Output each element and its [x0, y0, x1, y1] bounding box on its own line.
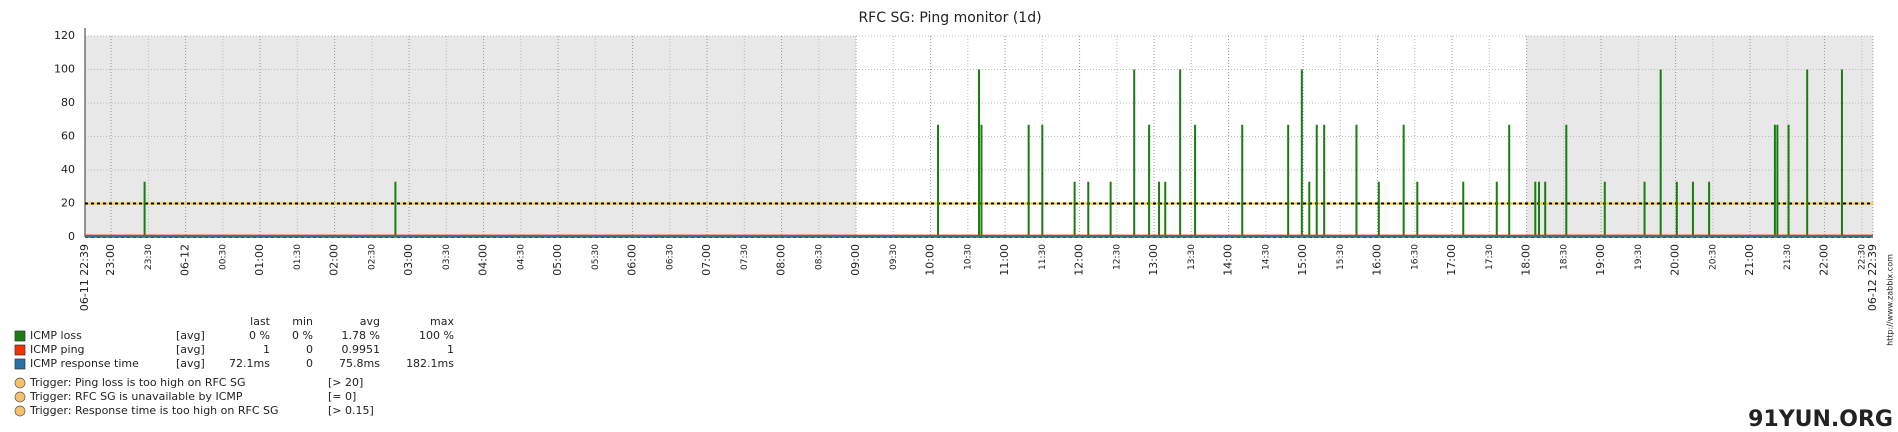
trigger-name: Trigger: RFC SG is unavailable by ICMP: [29, 390, 243, 403]
y-tick-label: 60: [61, 130, 75, 143]
legend-header: max: [430, 315, 454, 328]
x-tick-label: 06:00: [626, 244, 639, 276]
x-tick-label: 17:30: [1485, 244, 1495, 270]
legend-stat: 182.1ms: [406, 357, 454, 370]
x-tick-label: 09:00: [849, 244, 862, 276]
y-tick-label: 0: [68, 230, 75, 243]
x-tick-label: 04:00: [477, 244, 490, 276]
x-tick-label: 10:30: [963, 244, 973, 270]
x-tick-label: 13:30: [1187, 244, 1197, 270]
x-tick-label: 06-11 22:39: [78, 244, 91, 311]
x-tick-label: 02:00: [328, 244, 341, 276]
trigger-marker: [14, 377, 26, 389]
x-tick-label: 15:00: [1296, 244, 1309, 276]
legend-stat: 1: [263, 343, 270, 356]
x-tick-label: 03:30: [442, 244, 452, 270]
x-tick-label: 06:30: [665, 244, 675, 270]
y-tick-label: 20: [61, 197, 75, 210]
x-tick-label: 19:00: [1594, 244, 1607, 276]
legend-function: [avg]: [176, 343, 205, 356]
x-tick-label: 10:00: [924, 244, 937, 276]
y-tick-label: 40: [61, 163, 75, 176]
x-tick-label: 03:00: [402, 244, 415, 276]
x-tick-label: 11:30: [1038, 244, 1048, 270]
legend-header: min: [292, 315, 313, 328]
x-tick-label: 16:00: [1371, 244, 1384, 276]
legend-header: last: [250, 315, 271, 328]
trigger-condition: [= 0]: [328, 390, 356, 403]
x-tick-label: 07:30: [740, 244, 750, 270]
x-tick-label: 16:30: [1410, 244, 1420, 270]
legend-function: [avg]: [176, 329, 205, 342]
x-tick-label: 23:30: [144, 244, 154, 270]
trigger-marker: [14, 405, 26, 417]
x-tick-label: 20:30: [1708, 244, 1718, 270]
x-tick-label: 11:00: [998, 244, 1011, 276]
x-tick-label: 22:00: [1818, 244, 1831, 276]
y-tick-label: 120: [54, 29, 75, 42]
trigger-name: Trigger: Ping loss is too high on RFC SG: [29, 376, 245, 389]
watermark: 91YUN.ORG: [1748, 407, 1893, 432]
legend-header: avg: [360, 315, 380, 328]
x-tick-label: 01:00: [253, 244, 266, 276]
x-tick-label: 20:00: [1669, 244, 1682, 276]
trigger-name: Trigger: Response time is too high on RF…: [29, 404, 279, 417]
x-tick-label: 22:30: [1857, 244, 1867, 270]
x-tick-label: 08:00: [775, 244, 788, 276]
legend-stat: 0 %: [292, 329, 313, 342]
x-tick-label: 14:00: [1222, 244, 1235, 276]
x-tick-label: 05:30: [591, 244, 601, 270]
legend-stat: 0: [306, 343, 313, 356]
legend-stat: 1: [447, 343, 454, 356]
legend-swatch: [14, 358, 26, 370]
x-tick-label: 12:00: [1073, 244, 1086, 276]
legend-name: ICMP ping: [30, 343, 85, 356]
legend-stat: 1.78 %: [342, 329, 380, 342]
chart-title: RFC SG: Ping monitor (1d): [858, 10, 1041, 26]
trigger-condition: [> 20]: [328, 376, 363, 389]
x-tick-label: 23:00: [104, 244, 117, 276]
legend-name: ICMP response time: [30, 357, 139, 370]
legend-swatch: [14, 344, 26, 356]
legend-stat: 0 %: [249, 329, 270, 342]
trigger-condition: [> 0.15]: [328, 404, 374, 417]
x-tick-label: 21:30: [1783, 244, 1793, 270]
x-tick-label: 18:30: [1559, 244, 1569, 270]
y-tick-label: 100: [54, 63, 75, 76]
x-tick-label: 08:30: [814, 244, 824, 270]
x-tick-label: 07:00: [700, 244, 713, 276]
x-tick-label: 02:30: [367, 244, 377, 270]
legend-stat: 100 %: [419, 329, 454, 342]
legend-stat: 72.1ms: [229, 357, 270, 370]
legend-function: [avg]: [176, 357, 205, 370]
credit: http://www.zabbix.com: [1886, 254, 1895, 346]
x-tick-label: 05:00: [551, 244, 564, 276]
x-tick-label: 21:00: [1743, 244, 1756, 276]
x-tick-label: 00:30: [218, 244, 228, 270]
legend-stat: 0: [306, 357, 313, 370]
x-tick-label: 06-12: [179, 244, 192, 276]
x-tick-label: 18:00: [1520, 244, 1533, 276]
x-tick-label: 17:00: [1445, 244, 1458, 276]
x-tick-label: 04:30: [516, 244, 526, 270]
legend-name: ICMP loss: [30, 329, 82, 342]
x-tick-label: 19:30: [1634, 244, 1644, 270]
x-tick-label: 13:00: [1147, 244, 1160, 276]
x-tick-label: 01:30: [293, 244, 303, 270]
legend-swatch: [14, 330, 26, 342]
trigger-marker: [14, 391, 26, 403]
legend-stat: 75.8ms: [339, 357, 380, 370]
x-tick-label: 09:30: [889, 244, 899, 270]
x-tick-label: 12:30: [1112, 244, 1122, 270]
x-tick-label: 15:30: [1336, 244, 1346, 270]
x-tick-label: 14:30: [1261, 244, 1271, 270]
x-tick-label: 06-12 22:39: [1866, 244, 1879, 311]
y-tick-label: 80: [61, 96, 75, 109]
legend-stat: 0.9951: [342, 343, 381, 356]
